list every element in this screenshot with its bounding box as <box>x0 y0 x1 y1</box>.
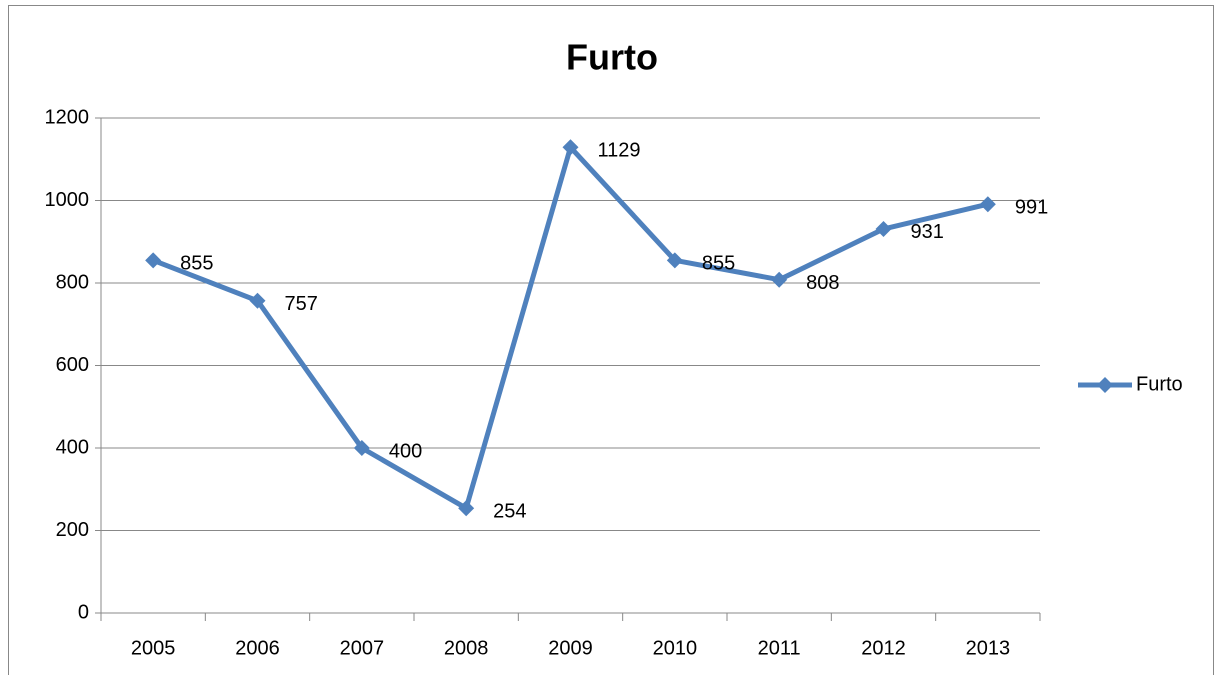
marker <box>771 271 788 288</box>
marker <box>979 196 996 213</box>
data-label: 991 <box>1015 196 1048 218</box>
marker <box>458 500 475 517</box>
marker <box>666 252 683 269</box>
x-tick-label: 2007 <box>340 637 385 659</box>
data-label: 757 <box>285 293 318 315</box>
data-label: 254 <box>493 501 526 523</box>
x-tick-label: 2009 <box>548 637 593 659</box>
data-label: 931 <box>911 221 944 243</box>
x-tick-label: 2006 <box>235 637 280 659</box>
data-label: 400 <box>389 440 422 462</box>
data-label: 808 <box>806 272 839 294</box>
marker <box>875 220 892 237</box>
legend-label: Furto <box>1136 373 1183 395</box>
y-tick-label: 400 <box>56 436 89 458</box>
x-tick-label: 2013 <box>966 637 1011 659</box>
y-tick-label: 800 <box>56 271 89 293</box>
y-tick-label: 200 <box>56 519 89 541</box>
y-tick-label: 1000 <box>45 189 90 211</box>
legend-marker <box>1097 377 1113 393</box>
x-tick-label: 2010 <box>653 637 698 659</box>
marker <box>249 292 266 309</box>
x-tick-label: 2005 <box>131 637 176 659</box>
data-label: 855 <box>702 253 735 275</box>
marker <box>145 252 162 269</box>
x-tick-label: 2008 <box>444 637 489 659</box>
y-tick-label: 0 <box>78 601 89 623</box>
chart-border <box>8 5 1214 675</box>
data-label: 1129 <box>598 140 641 162</box>
data-label: 855 <box>180 253 213 275</box>
x-tick-label: 2012 <box>861 637 906 659</box>
y-tick-label: 600 <box>56 354 89 376</box>
y-tick-label: 1200 <box>45 106 90 128</box>
chart-title: Furto <box>566 37 658 78</box>
marker <box>353 440 370 456</box>
x-tick-label: 2011 <box>758 637 801 659</box>
marker <box>562 139 579 156</box>
